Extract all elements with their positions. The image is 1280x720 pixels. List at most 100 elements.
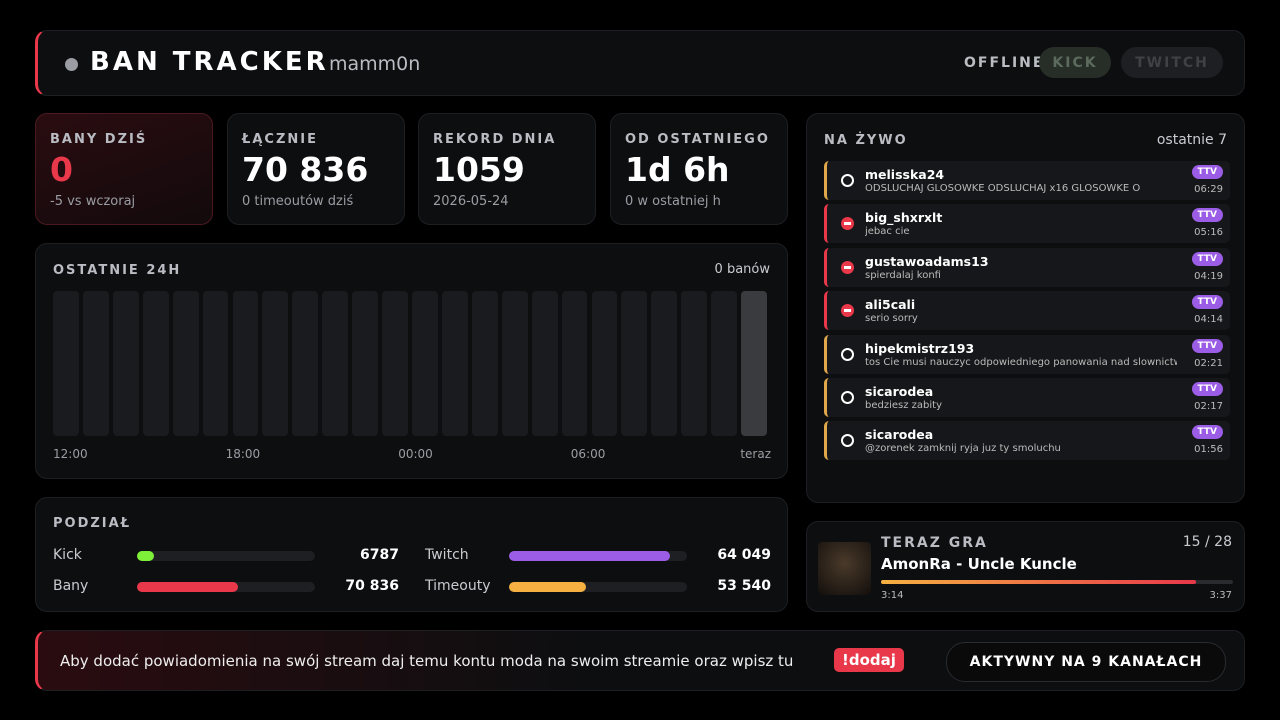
platform-twitch[interactable]: TWITCH xyxy=(1121,47,1223,78)
hour-track xyxy=(202,291,229,436)
split-bar xyxy=(137,582,239,592)
user: big_shxrxlt xyxy=(865,210,943,226)
time-axis: 12:00 18:00 00:00 06:00 teraz xyxy=(53,447,771,463)
message: spierdalaj konfi xyxy=(865,269,941,281)
time-label: 12:00 xyxy=(53,447,88,461)
active-channels: AKTYWNY NA 9 KANAŁACH xyxy=(946,642,1226,682)
live-title: NA ŻYWO xyxy=(824,133,908,148)
platform: TTV xyxy=(1191,425,1223,440)
platform: TTV xyxy=(1191,251,1223,266)
time-label: 18:00 xyxy=(225,447,261,461)
user: melisska24 xyxy=(865,167,945,182)
stat-label: BANY DZIŚ xyxy=(50,132,148,147)
stat-card: OD OSTATNIEGO 1d 6h 0 w ostatniej h xyxy=(610,113,788,225)
time: 02:17 xyxy=(1194,401,1223,412)
status-dot xyxy=(65,58,78,71)
time: 01:56 xyxy=(1194,444,1223,456)
recent-summary: 0 banów xyxy=(714,262,770,277)
platform: TTV xyxy=(1191,295,1223,310)
split-track xyxy=(509,582,687,592)
hour-track xyxy=(591,291,618,436)
stat-card: REKORD DNIA 1059 2026-05-24 xyxy=(418,113,596,225)
title: BAN TRACKER xyxy=(90,47,329,77)
message: @zorenek zamknij ryja juz ty smoluchu xyxy=(865,443,1061,455)
kind-icon xyxy=(841,304,854,318)
hour-track xyxy=(322,291,349,436)
stat-value: 0 xyxy=(50,150,73,189)
platform: TTV xyxy=(1191,208,1223,223)
kind-icon xyxy=(841,174,854,187)
split-name: Bany xyxy=(53,578,89,594)
time: 04:14 xyxy=(1194,314,1223,326)
live-item: sicarodea @zorenek zamknij ryja juz ty sm… xyxy=(824,421,1230,461)
np-title: TERAZ GRA xyxy=(881,535,988,551)
hour-track xyxy=(531,291,558,436)
hour-track xyxy=(112,291,139,436)
hour-track xyxy=(82,291,109,436)
split-panel: PODZIAŁ Kick 6787 Twitch 64 049 Bany 70 836 Ti… xyxy=(35,497,788,612)
hour-track xyxy=(142,291,169,436)
album-cover xyxy=(818,542,871,595)
hour-track xyxy=(471,291,498,436)
kind-icon xyxy=(841,434,854,448)
footer: Aby dodać powiadomienia na swój stream d… xyxy=(35,630,1245,691)
header: BAN TRACKER mamm0n OFFLINE KICK TWITCH xyxy=(35,30,1245,96)
np-position: 15 / 28 xyxy=(1182,534,1232,550)
hour-track xyxy=(501,291,528,436)
stat-sub: 0 timeoutów dziś xyxy=(242,194,354,209)
recent-title: OSTATNIE 24H xyxy=(53,263,182,278)
split-track xyxy=(509,551,687,561)
split-value: 64 049 xyxy=(717,547,771,563)
message: tos Cie musi nauczyc odpowiedniego panow… xyxy=(865,356,1177,368)
user: gustawoadams13 xyxy=(865,253,989,269)
user: sicarodea xyxy=(865,384,934,399)
hour-track xyxy=(711,291,738,436)
platform-kick[interactable]: KICK xyxy=(1039,47,1111,78)
hour-track xyxy=(53,291,79,436)
stat-sub: 2026-05-24 xyxy=(433,194,509,209)
hour-track xyxy=(292,291,319,436)
live-item: hipekmistrz193 tos Cie musi nauczyc odpow… xyxy=(824,334,1230,374)
live-count: ostatnie 7 xyxy=(1156,132,1227,148)
hour-track xyxy=(441,291,468,436)
hour-track xyxy=(412,291,438,436)
hour-track xyxy=(651,291,678,436)
song: AmonRa - Uncle Kuncle xyxy=(881,555,1077,573)
platform: TTV xyxy=(1191,338,1223,353)
platform: TTV xyxy=(1191,165,1223,179)
kind-icon xyxy=(841,217,854,231)
message: bedziesz zabity xyxy=(865,400,943,411)
user: hipekmistrz193 xyxy=(865,340,975,356)
split-value: 6787 xyxy=(360,547,399,563)
kind-icon xyxy=(841,391,854,404)
hour-track xyxy=(681,291,708,436)
time: 04:19 xyxy=(1194,270,1223,282)
elapsed: 3:14 xyxy=(881,590,904,601)
stat-sub: 0 w ostatniej h xyxy=(625,194,721,209)
channel: mamm0n xyxy=(329,53,421,75)
kind-icon xyxy=(841,347,854,361)
user: sicarodea xyxy=(865,427,934,443)
split-bar xyxy=(509,582,586,592)
command: !dodaj xyxy=(834,648,904,672)
now-playing: TERAZ GRA 15 / 28 AmonRa - Uncle Kuncle … xyxy=(806,521,1245,612)
live-item: melisska24 ODSLUCHAJ GLOSOWKE ODSLUCHAJ x… xyxy=(824,161,1230,200)
live-item: ali5cali serio sorry TTV 04:14 xyxy=(824,291,1230,331)
stat-sub: -5 vs wczoraj xyxy=(50,194,136,209)
split-track xyxy=(137,551,315,561)
hour-track xyxy=(382,291,408,436)
stat-label: OD OSTATNIEGO xyxy=(625,132,770,147)
progress-track xyxy=(881,580,1233,584)
live-item: big_shxrxlt jebac cie TTV 05:16 xyxy=(824,204,1230,244)
time: 06:29 xyxy=(1194,184,1223,195)
message: jebac cie xyxy=(865,226,910,238)
split-track xyxy=(137,582,315,592)
time: 02:21 xyxy=(1194,357,1223,369)
stat-label: REKORD DNIA xyxy=(433,132,557,147)
time-label: teraz xyxy=(740,447,771,461)
hour-track xyxy=(741,291,767,436)
split-name: Timeouty xyxy=(425,578,491,594)
footer-message: Aby dodać powiadomienia na swój stream d… xyxy=(60,652,794,670)
stat-card: ŁĄCZNIE 70 836 0 timeoutów dziś xyxy=(227,113,405,225)
